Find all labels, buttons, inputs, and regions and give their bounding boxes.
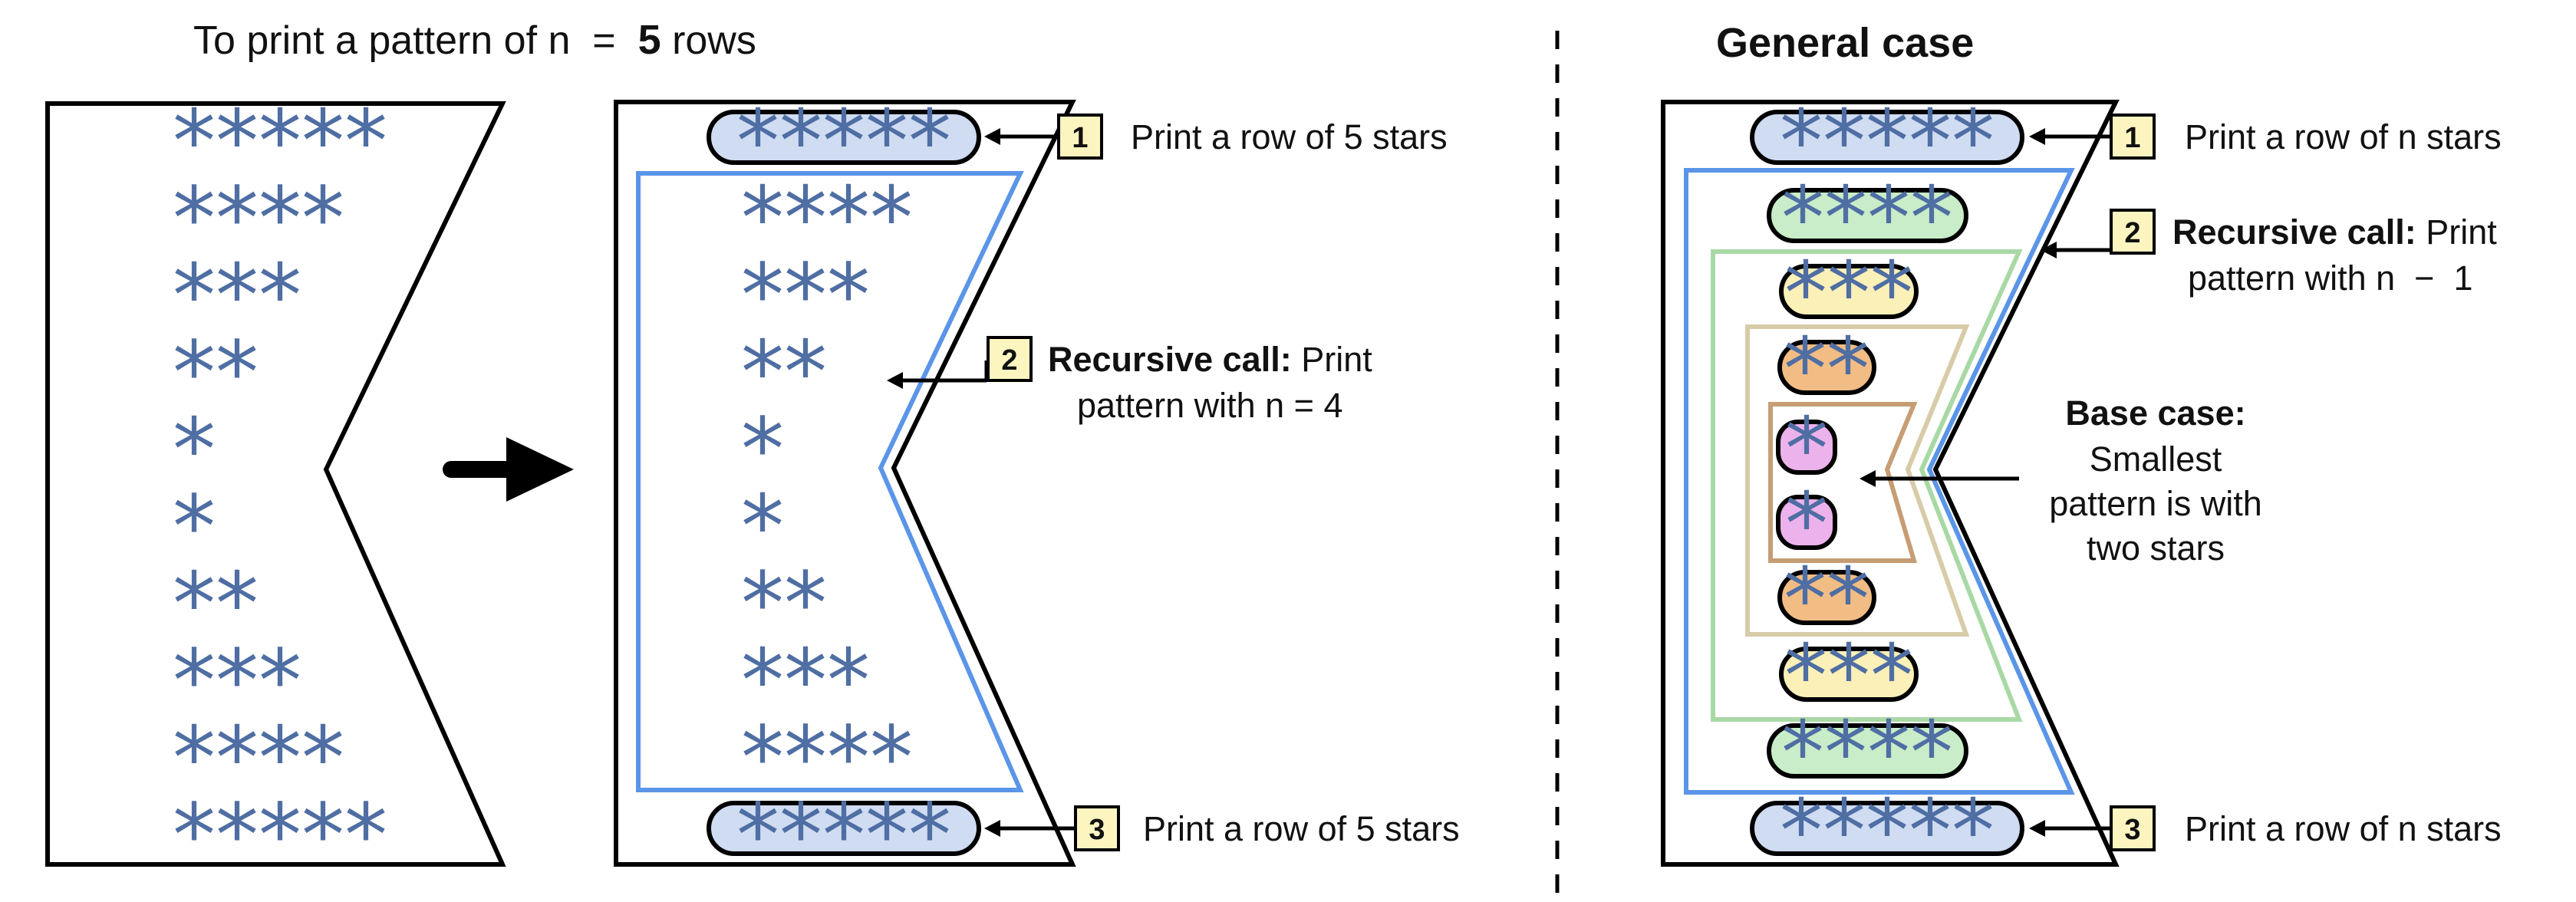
general-frame-base bbox=[1768, 402, 1918, 563]
step1-arrow-head bbox=[984, 128, 1000, 145]
general-row-5: * bbox=[1785, 400, 1828, 499]
step1-badge-number: 1 bbox=[1072, 122, 1088, 154]
general-row-6: * bbox=[1785, 475, 1828, 574]
pattern-rows: ****************************** bbox=[173, 92, 387, 886]
pattern-row-4: ** bbox=[173, 324, 259, 423]
step2-label-line2: pattern with n = 4 bbox=[1077, 386, 1342, 425]
general-row-8: *** bbox=[1784, 627, 1913, 726]
pattern-row-7: ** bbox=[173, 555, 259, 654]
decomposition-row-6: * bbox=[741, 477, 784, 577]
step2-badge-number: 2 bbox=[1001, 344, 1017, 377]
pattern-row-10: ***** bbox=[173, 786, 387, 886]
general-pill-n-top bbox=[1750, 110, 2024, 165]
general-pill-n3-top bbox=[1777, 340, 1876, 395]
general-pill-n2-top bbox=[1779, 264, 1919, 319]
pattern-row-2: **** bbox=[173, 170, 344, 269]
general-pill-n1-bottom bbox=[1767, 723, 1968, 779]
general-frame-n-minus-2 bbox=[1711, 249, 2023, 722]
general-step2-label-line2: pattern with n − 1 bbox=[2188, 258, 2472, 298]
pattern-row-1: ***** bbox=[173, 92, 387, 192]
step3-badge-number: 3 bbox=[1089, 814, 1105, 846]
decomposition-row-4: ** bbox=[741, 323, 827, 423]
step3-arrow-head bbox=[984, 820, 1000, 837]
general-frame-n-minus-1 bbox=[1684, 168, 2075, 795]
pattern-row-3: *** bbox=[173, 246, 301, 346]
general-pill-n-bottom bbox=[1750, 801, 2024, 856]
decomposition-row-2: **** bbox=[741, 169, 913, 268]
subpattern-frame bbox=[636, 171, 1024, 792]
general-step2-badge bbox=[2110, 209, 2156, 255]
step1-badge bbox=[1057, 114, 1103, 160]
general-step2-arrow-head bbox=[2041, 242, 2057, 258]
decomposition-row-8: *** bbox=[741, 631, 870, 731]
general-frame-n-minus-3 bbox=[1745, 324, 1970, 637]
left-title-suffix: rows bbox=[661, 18, 756, 63]
step2-arrow-head bbox=[887, 372, 903, 389]
pattern-row-5: * bbox=[173, 400, 216, 500]
step2-label-bold: Recursive call: bbox=[1048, 340, 1292, 379]
step3-badge bbox=[1074, 805, 1120, 851]
base-case-line3: two stars bbox=[2087, 528, 2225, 568]
general-step3-label: Print a row of n stars bbox=[2185, 809, 2502, 848]
general-row-7: ** bbox=[1784, 550, 1869, 650]
decomposition-row-3: *** bbox=[741, 246, 870, 346]
general-pill-n3-bottom bbox=[1777, 570, 1876, 625]
base-case-arrow-head bbox=[1860, 470, 1876, 487]
decomposition-row-7: ** bbox=[741, 555, 827, 654]
pattern-row-9: **** bbox=[173, 709, 344, 808]
pattern-row-8: *** bbox=[173, 632, 301, 732]
pattern-row-6: * bbox=[173, 478, 216, 578]
decomposition-row-1: ***** bbox=[736, 92, 951, 192]
step1-label: Print a row of 5 stars bbox=[1131, 117, 1448, 156]
step2-label-text: Print bbox=[1292, 340, 1373, 379]
general-shape bbox=[1661, 100, 2120, 867]
general-step1-arrow-head bbox=[2029, 128, 2045, 145]
base-pill-bottom bbox=[1776, 495, 1837, 550]
general-row-10: ***** bbox=[1780, 782, 1995, 881]
general-step1-badge bbox=[2110, 114, 2156, 160]
general-row-3: *** bbox=[1784, 244, 1913, 344]
right-title: General case bbox=[1716, 20, 1974, 66]
general-step3-badge-number: 3 bbox=[2124, 814, 2140, 846]
general-step1-badge-number: 1 bbox=[2124, 122, 2140, 154]
decomposition-rows: ****************************** bbox=[736, 92, 951, 886]
general-pill-n2-bottom bbox=[1779, 647, 1919, 702]
decomposition-shape bbox=[614, 100, 1076, 867]
general-row-2: **** bbox=[1781, 169, 1953, 268]
step2-badge bbox=[987, 336, 1033, 382]
general-rows: ****************************** bbox=[1780, 92, 1995, 881]
base-case-line1: Smallest bbox=[2090, 439, 2222, 479]
base-case-line2: pattern is with bbox=[2049, 484, 2262, 523]
general-step1-label: Print a row of n stars bbox=[2185, 117, 2502, 156]
left-title-prefix: To print a pattern of n = bbox=[193, 18, 638, 63]
top-row-pill bbox=[707, 110, 981, 165]
base-pill-top bbox=[1776, 420, 1837, 475]
left-title: To print a pattern of n = 5 rows bbox=[193, 17, 756, 63]
step3-label: Print a row of 5 stars bbox=[1143, 809, 1460, 848]
general-step3-arrow-head bbox=[2029, 820, 2045, 837]
base-case-title: Base case: bbox=[2065, 393, 2245, 433]
decomposition-row-9: **** bbox=[741, 709, 913, 808]
general-step2-label-line1: Recursive call: Print bbox=[2172, 212, 2497, 252]
general-step2-badge-number: 2 bbox=[2124, 217, 2140, 249]
general-row-9: **** bbox=[1781, 703, 1953, 803]
transform-arrow-head bbox=[506, 437, 574, 502]
step2-label-line1: Recursive call: Print bbox=[1048, 340, 1372, 379]
decomposition-row-5: * bbox=[741, 400, 784, 500]
bottom-row-pill bbox=[707, 801, 981, 856]
left-title-n: 5 bbox=[638, 17, 661, 63]
general-step2-label-text: Print bbox=[2416, 212, 2498, 252]
general-step3-badge bbox=[2110, 805, 2156, 851]
pattern-shape bbox=[45, 101, 506, 867]
decomposition-row-10: ***** bbox=[736, 786, 951, 886]
general-row-4: ** bbox=[1784, 320, 1869, 420]
general-step2-label-bold: Recursive call: bbox=[2172, 212, 2416, 252]
general-pill-n1-top bbox=[1767, 188, 1968, 243]
general-row-1: ***** bbox=[1780, 92, 1995, 192]
